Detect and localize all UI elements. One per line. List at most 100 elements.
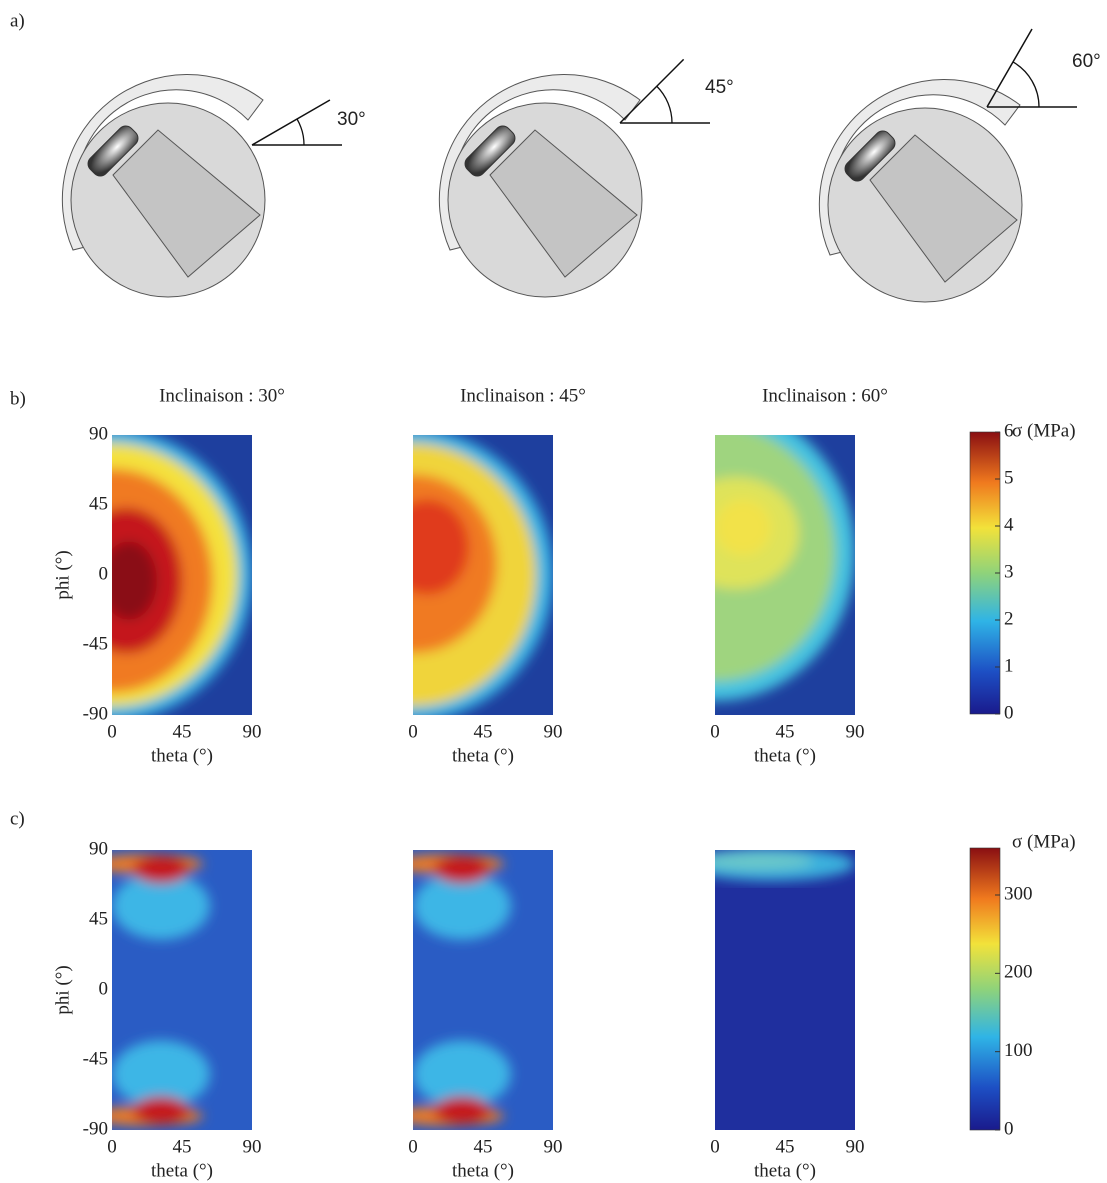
heatmap-region bbox=[133, 855, 189, 884]
heatmap-blobs bbox=[112, 435, 252, 715]
x-tick-label: 90 bbox=[846, 1136, 865, 1157]
x-tick-label: 0 bbox=[710, 1136, 720, 1157]
heatmap-region bbox=[413, 443, 537, 707]
colorbar-tick-label: 6 bbox=[1004, 420, 1014, 441]
x-axis-label: theta (°) bbox=[151, 745, 213, 766]
colorbar-label: σ (MPa) bbox=[1012, 831, 1076, 852]
inclined bbox=[986, 28, 1033, 108]
diagram: 60° bbox=[818, 28, 1101, 303]
x-tick-label: 90 bbox=[243, 721, 262, 742]
heatmap-region bbox=[133, 1096, 189, 1125]
y-tick-label: -45 bbox=[83, 633, 108, 654]
y-tick-label: 90 bbox=[89, 423, 108, 444]
colorbar-tick-label: 4 bbox=[1004, 514, 1014, 535]
colorbar-tick-label: 0 bbox=[1004, 1118, 1014, 1139]
x-tick-label: 90 bbox=[243, 1136, 262, 1157]
x-tick-label: 90 bbox=[544, 1136, 563, 1157]
heatmap bbox=[413, 435, 553, 715]
colorbar-tick-label: 300 bbox=[1004, 883, 1033, 904]
colorbar-tick-label: 3 bbox=[1004, 561, 1014, 582]
heatmap-layers bbox=[413, 435, 553, 715]
stem bbox=[489, 129, 638, 278]
heatmap-region bbox=[413, 872, 511, 940]
colorbar-tick-label: 0 bbox=[1004, 702, 1014, 723]
x-tick-label: 0 bbox=[107, 721, 117, 742]
heatmap-region bbox=[715, 499, 771, 556]
heatmap-region bbox=[434, 1096, 490, 1125]
heatmap-region bbox=[413, 499, 469, 595]
knob bbox=[844, 130, 896, 182]
inclined bbox=[619, 58, 685, 124]
heatmap bbox=[112, 435, 252, 715]
panel-title: Inclinaison : 45° bbox=[460, 385, 586, 406]
x-tick-label: 0 bbox=[408, 1136, 418, 1157]
panel-title: Inclinaison : 60° bbox=[762, 385, 888, 406]
heatmap-region bbox=[434, 855, 490, 884]
panel-label: a) bbox=[10, 10, 25, 31]
knob bbox=[464, 125, 516, 177]
y-axis-label: phi (°) bbox=[52, 965, 73, 1014]
x-tick-label: 0 bbox=[710, 721, 720, 742]
x-tick-label: 45 bbox=[776, 721, 795, 742]
heatmap-layers bbox=[112, 850, 252, 1130]
angle-arc bbox=[656, 85, 673, 124]
colorbar-tick-label: 100 bbox=[1004, 1040, 1033, 1061]
y-tick-label: -45 bbox=[83, 1048, 108, 1069]
colorbar-tick-label: 200 bbox=[1004, 962, 1033, 983]
y-tick-label: 0 bbox=[99, 563, 109, 584]
heatmap-blobs bbox=[112, 854, 210, 1126]
panel-label: c) bbox=[10, 808, 25, 829]
angle-label: 45° bbox=[705, 77, 734, 98]
diagram: 30° bbox=[61, 74, 366, 298]
x-tick-label: 45 bbox=[173, 1136, 192, 1157]
y-tick-label: -90 bbox=[83, 1118, 108, 1139]
heatmap bbox=[715, 435, 855, 715]
y-axis-label: phi (°) bbox=[52, 550, 73, 599]
knob bbox=[87, 125, 139, 177]
diagram: 45° bbox=[438, 58, 734, 298]
heatmap bbox=[413, 850, 553, 1130]
heatmap-layers bbox=[112, 435, 252, 715]
colorbar-label: σ (MPa) bbox=[1012, 420, 1076, 441]
colorbar bbox=[969, 847, 1001, 1131]
x-tick-label: 0 bbox=[408, 721, 418, 742]
heatmap-blobs bbox=[413, 435, 553, 715]
x-tick-label: 45 bbox=[776, 1136, 795, 1157]
angle-label: 30° bbox=[337, 109, 366, 130]
diagrams: 30° 45° 60° bbox=[61, 28, 1101, 303]
panel-label: b) bbox=[10, 388, 26, 409]
x-tick-label: 0 bbox=[107, 1136, 117, 1157]
heatmap bbox=[715, 850, 855, 1130]
y-tick-label: 45 bbox=[89, 908, 108, 929]
heatmap-layers bbox=[715, 435, 855, 715]
heatmap-layers bbox=[715, 850, 855, 1130]
x-axis-label: theta (°) bbox=[151, 1160, 213, 1181]
heatmap-region bbox=[112, 872, 210, 940]
colorbar-tick-label: 5 bbox=[1004, 467, 1014, 488]
y-tick-label: 0 bbox=[99, 978, 109, 999]
heatmap-region bbox=[112, 1040, 210, 1108]
stem bbox=[869, 134, 1018, 283]
angle-label: 60° bbox=[1072, 51, 1101, 72]
heatmap-region bbox=[715, 852, 813, 870]
heatmap-blobs bbox=[413, 854, 511, 1126]
x-tick-label: 90 bbox=[544, 721, 563, 742]
x-axis-label: theta (°) bbox=[754, 745, 816, 766]
colorbar-tick-label: 1 bbox=[1004, 655, 1014, 676]
heatmap-layers bbox=[413, 850, 553, 1130]
inclined bbox=[251, 99, 331, 146]
y-tick-label: 45 bbox=[89, 493, 108, 514]
y-tick-label: -90 bbox=[83, 703, 108, 724]
y-tick-label: 90 bbox=[89, 838, 108, 859]
panel-title: Inclinaison : 30° bbox=[159, 385, 285, 406]
x-tick-label: 90 bbox=[846, 721, 865, 742]
angle-arc bbox=[296, 118, 305, 146]
x-tick-label: 45 bbox=[474, 721, 493, 742]
heatmap-blobs bbox=[715, 850, 855, 881]
x-tick-label: 45 bbox=[474, 1136, 493, 1157]
heatmap bbox=[112, 850, 252, 1130]
heatmap-background bbox=[715, 850, 855, 1130]
heatmap-region bbox=[112, 541, 157, 620]
angle-arc bbox=[1012, 61, 1040, 108]
